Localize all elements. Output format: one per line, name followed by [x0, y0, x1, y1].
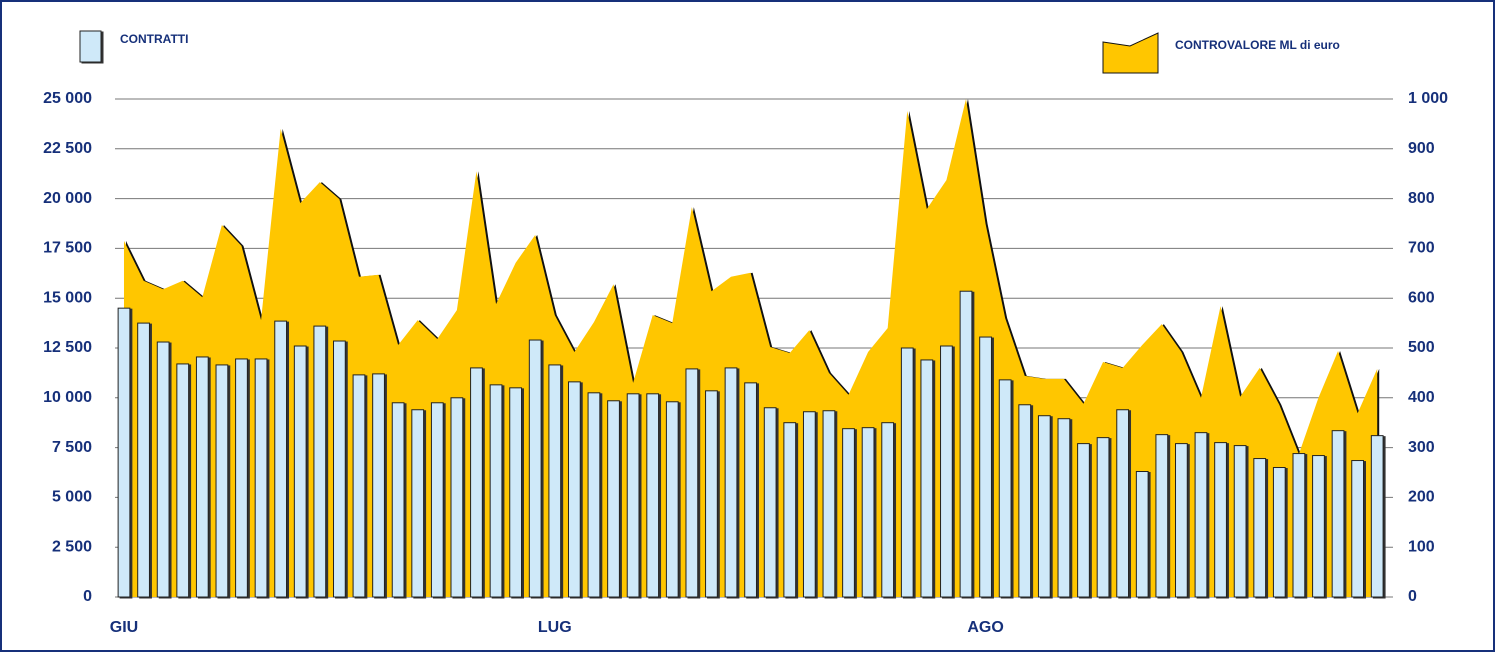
- bar: [1312, 455, 1325, 598]
- bar: [411, 409, 425, 598]
- bar: [450, 397, 464, 598]
- bar: [900, 347, 914, 598]
- bar: [274, 320, 288, 598]
- bar: [626, 393, 640, 598]
- bar: [313, 325, 327, 598]
- bar: [783, 422, 797, 598]
- bar: [587, 392, 601, 598]
- bar: [705, 390, 718, 598]
- bar: [1214, 442, 1227, 598]
- y-tick-label: 25 000: [43, 90, 92, 107]
- bar: [1194, 432, 1208, 598]
- bar: [1077, 443, 1090, 598]
- bar: [470, 367, 483, 598]
- bar: [333, 340, 346, 598]
- y2-tick-label: 200: [1408, 489, 1435, 506]
- bar: [1018, 404, 1032, 598]
- bar: [1351, 460, 1365, 598]
- bar: [137, 322, 150, 598]
- x-tick-label: LUG: [538, 619, 572, 636]
- bar: [763, 407, 777, 598]
- bar: [646, 393, 660, 598]
- bar: [744, 382, 757, 598]
- bar: [391, 402, 405, 598]
- y2-tick-label: 300: [1408, 439, 1435, 456]
- bar: [567, 381, 581, 598]
- y-tick-label: 5 000: [52, 489, 92, 506]
- bar: [1272, 467, 1286, 598]
- bar: [1292, 453, 1306, 598]
- bar: [1155, 434, 1169, 598]
- y2-tick-label: 600: [1408, 289, 1435, 306]
- bar: [979, 336, 992, 598]
- y-tick-label: 17 500: [43, 240, 92, 257]
- legend-label: CONTRATTI: [120, 32, 188, 46]
- y-tick-label: 22 500: [43, 140, 92, 157]
- y2-tick-label: 500: [1408, 339, 1435, 356]
- bar: [1233, 445, 1247, 598]
- bar: [1057, 418, 1071, 598]
- bar: [1331, 430, 1345, 598]
- bar: [1253, 458, 1267, 598]
- bar: [528, 339, 542, 598]
- x-tick-label: AGO: [967, 619, 1003, 636]
- y-tick-label: 0: [83, 588, 92, 605]
- bar: [293, 345, 307, 598]
- bar: [607, 400, 620, 598]
- bar: [802, 411, 816, 598]
- bar: [665, 401, 679, 598]
- bar: [881, 422, 895, 598]
- bar: [940, 345, 953, 598]
- y2-tick-label: 1 000: [1408, 90, 1448, 107]
- bar: [959, 290, 973, 598]
- bar: [372, 373, 385, 598]
- y-tick-label: 12 500: [43, 339, 92, 356]
- bar: [920, 359, 934, 598]
- bar: [685, 368, 699, 598]
- legend-label: CONTROVALORE ML di euro: [1175, 38, 1340, 52]
- bar: [1370, 435, 1384, 598]
- y2-tick-label: 900: [1408, 140, 1435, 157]
- y-tick-label: 15 000: [43, 289, 92, 306]
- y-tick-label: 2 500: [52, 538, 92, 555]
- y-tick-label: 7 500: [52, 439, 92, 456]
- x-tick-label: GIU: [110, 619, 138, 636]
- bar: [724, 367, 738, 598]
- bar: [430, 402, 444, 598]
- bar: [998, 379, 1012, 598]
- bar: [1135, 471, 1149, 598]
- bar: [156, 341, 170, 598]
- bar: [822, 410, 836, 598]
- bar: [842, 428, 855, 598]
- y2-tick-label: 800: [1408, 190, 1435, 207]
- bar: [1096, 437, 1110, 598]
- bar: [509, 387, 522, 598]
- bar: [548, 364, 562, 598]
- bar: [489, 384, 503, 598]
- bar: [1175, 443, 1188, 598]
- bar: [117, 307, 131, 598]
- y2-tick-label: 400: [1408, 389, 1435, 406]
- bar: [195, 356, 209, 598]
- y2-tick-label: 0: [1408, 588, 1417, 605]
- legend-swatch-bar: [79, 30, 102, 63]
- bar: [1116, 409, 1130, 598]
- bar: [235, 358, 248, 598]
- bar: [352, 374, 366, 598]
- bar: [861, 427, 875, 598]
- bar: [176, 363, 190, 598]
- legend-swatch-area: [1102, 32, 1159, 74]
- y-tick-label: 10 000: [43, 389, 92, 406]
- bar: [1037, 415, 1051, 598]
- y-tick-label: 20 000: [43, 190, 92, 207]
- bar: [215, 364, 229, 598]
- bar: [254, 358, 268, 598]
- y2-tick-label: 700: [1408, 240, 1435, 257]
- y2-tick-label: 100: [1408, 538, 1435, 555]
